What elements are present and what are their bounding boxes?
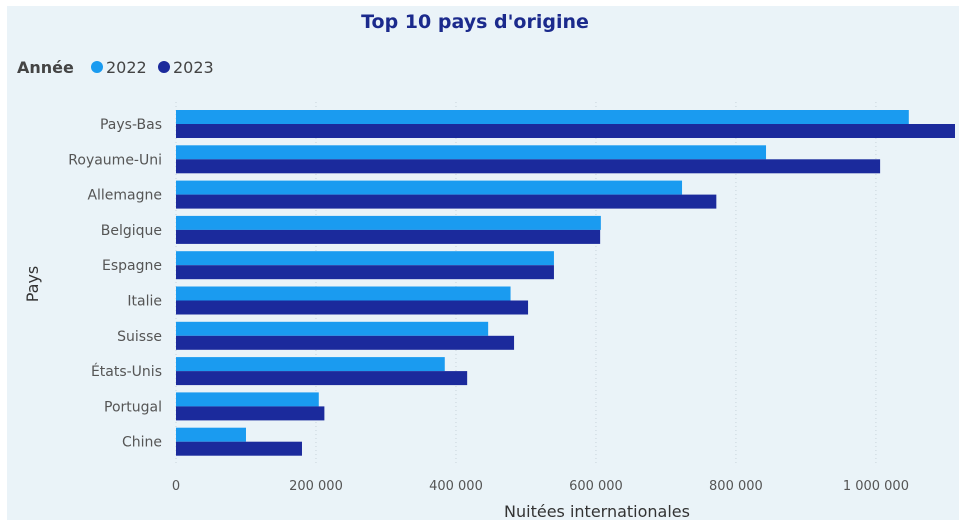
category-label: Chine xyxy=(122,435,162,451)
y-axis-title: Pays xyxy=(23,266,42,303)
bar-2022[interactable] xyxy=(176,392,319,407)
bar-2022[interactable] xyxy=(176,251,554,266)
legend-title: Année xyxy=(17,58,74,77)
bar-2022[interactable] xyxy=(176,180,683,195)
legend-marker-2023[interactable] xyxy=(158,61,170,73)
bar-2022[interactable] xyxy=(176,427,246,442)
bar-2023[interactable] xyxy=(176,265,554,280)
category-label: Pays-Bas xyxy=(100,117,162,133)
bar-2023[interactable] xyxy=(176,300,529,315)
x-tick-label: 400 000 xyxy=(429,479,483,494)
x-tick-label: 600 000 xyxy=(569,479,623,494)
x-tick-label: 800 000 xyxy=(709,479,763,494)
bar-2023[interactable] xyxy=(176,335,515,350)
category-label: Italie xyxy=(127,294,162,310)
category-label: Allemagne xyxy=(87,188,162,204)
category-label: Belgique xyxy=(101,223,162,239)
bar-chart: Top 10 pays d'origine Année 2022 2023 Pa… xyxy=(17,11,955,520)
bar-2023[interactable] xyxy=(176,406,325,421)
legend: Année 2022 2023 xyxy=(17,58,214,77)
category-label: Royaume-Uni xyxy=(68,152,162,168)
category-labels: Pays-Bas Royaume-Uni Allemagne Belgique Espa… xyxy=(68,117,162,451)
bars xyxy=(176,110,955,456)
bar-2023[interactable] xyxy=(176,441,302,456)
category-label: Suisse xyxy=(117,329,162,345)
bar-2022[interactable] xyxy=(176,357,445,372)
category-label: États-Unis xyxy=(91,363,162,380)
bar-2022[interactable] xyxy=(176,321,489,336)
bar-2022[interactable] xyxy=(176,145,767,160)
bar-2022[interactable] xyxy=(176,215,601,230)
chart-panel: Top 10 pays d'origine Année 2022 2023 Pa… xyxy=(7,6,959,520)
bar-2022[interactable] xyxy=(176,110,909,124)
x-tick-label: 0 xyxy=(172,479,180,494)
category-label: Portugal xyxy=(104,399,162,415)
bar-2023[interactable] xyxy=(176,124,955,138)
legend-marker-2022[interactable] xyxy=(91,61,103,73)
x-tick-label: 200 000 xyxy=(289,479,343,494)
x-axis-title: Nuitées internationales xyxy=(504,502,690,520)
category-label: Espagne xyxy=(102,258,162,274)
bar-2023[interactable] xyxy=(176,194,717,209)
bar-2022[interactable] xyxy=(176,286,511,301)
bar-2023[interactable] xyxy=(176,371,468,386)
chart-title: Top 10 pays d'origine xyxy=(361,11,589,33)
x-tick-label: 1 000 000 xyxy=(843,479,909,494)
bar-2023[interactable] xyxy=(176,229,601,244)
legend-label-2023[interactable]: 2023 xyxy=(173,58,214,77)
bar-2023[interactable] xyxy=(176,159,881,174)
legend-label-2022[interactable]: 2022 xyxy=(106,58,147,77)
x-tick-labels: 0 200 000 400 000 600 000 800 000 1 000 000 xyxy=(172,479,909,494)
